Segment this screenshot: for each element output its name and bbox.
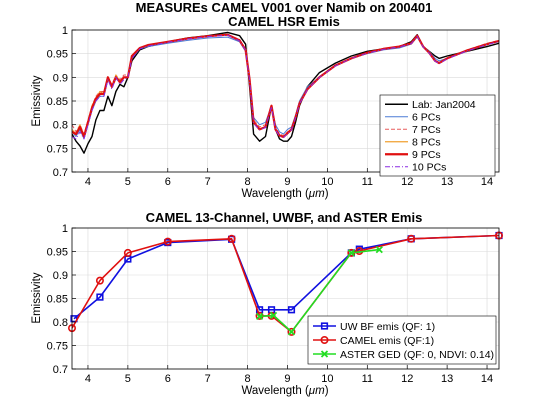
x-tick-label: 9 [284,176,290,188]
y-tick-label: 0.8 [53,120,68,132]
top-chart: CAMEL HSR Emis 4 5 6 7 8 9 10 11 12 13 14 0.7 0.75 0.… [31,14,500,200]
series-line-5 [72,34,499,140]
top-ylabel: Emissivity [31,75,43,126]
x-tick-label: 6 [165,373,171,385]
legend-label: 7 PCs [412,124,441,136]
data-point [255,312,264,320]
legend-label: ASTER GED (QF: 0, NDVI: 0.14) [340,349,494,361]
data-point [96,293,104,301]
bottom-chart: CAMEL 13-Channel, UWBF, and ASTER Emis 4… [31,210,503,397]
y-tick-label: 1 [62,223,68,235]
x-tick-label: 4 [85,176,91,188]
x-tick-label: 14 [481,176,493,188]
data-point [123,248,132,257]
x-tick-label: 5 [125,176,131,188]
y-tick-label: 0.8 [53,317,68,329]
x-tick-label: 12 [401,176,413,188]
x-tick-label: 7 [205,176,211,188]
y-tick-label: 0.7 [53,364,68,376]
y-tick-label: 0.7 [53,167,68,179]
top-chart-title: CAMEL HSR Emis [228,14,340,29]
legend-label: 9 PCs [412,149,441,161]
data-point [227,234,236,243]
data-point [287,306,296,314]
y-tick-label: 1 [62,25,68,37]
legend-label: 6 PCs [412,112,441,124]
legend-label: 10 PCs [412,162,446,174]
data-point [287,327,296,336]
bottom-chart-title: CAMEL 13-Channel, UWBF, and ASTER Emis [146,210,423,225]
legend-marker [320,350,329,358]
y-tick-label: 0.75 [47,341,68,353]
data-point [407,234,416,243]
data-point [269,311,278,320]
x-tick-label: 11 [362,373,373,385]
bottom-ylabel: Emissivity [31,272,43,323]
y-tick-label: 0.75 [47,143,68,155]
legend-box [307,315,497,365]
x-tick-label: 12 [401,373,413,385]
x-tick-label: 11 [362,176,373,188]
x-tick-label: 6 [165,176,171,188]
bottom-xlabel: Wavelength (μm) [241,385,328,397]
figure-title: MEASUREs CAMEL V001 over Namib on 200401 [136,0,433,15]
data-point [287,328,296,336]
y-tick-label: 0.95 [47,49,68,61]
legend-box [379,94,496,177]
y-tick-label: 0.9 [53,270,68,282]
y-tick-label: 0.9 [53,72,68,84]
x-tick-label: 7 [205,373,211,385]
x-tick-label: 10 [321,373,333,385]
bottom-legend: UW BF emis (QF: 1) CAMEL emis (QF:1) ASTER… [307,315,497,365]
x-tick-label: 5 [125,373,131,385]
x-tick-label: 8 [245,176,251,188]
y-tick-label: 0.95 [47,247,68,259]
y-tick-label: 0.85 [47,294,68,306]
data-point [163,237,172,246]
legend-marker [320,335,329,344]
x-tick-label: 4 [85,373,91,385]
legend-label: 8 PCs [412,137,441,149]
top-xlabel: Wavelength (μm) [241,188,328,200]
legend-label: UW BF emis (QF: 1) [340,321,435,333]
x-tick-label: 9 [284,373,290,385]
series-line-0 [73,234,499,320]
x-tick-label: 13 [441,176,453,188]
legend-label: CAMEL emis (QF:1) [340,335,434,347]
data-point [347,249,355,257]
legend-marker [320,322,329,330]
x-tick-label: 13 [441,373,453,385]
legend-label: Lab: Jan2004 [412,99,476,111]
x-tick-label: 10 [321,176,333,188]
data-point [375,245,383,254]
data-point [95,276,104,285]
x-tick-label: 14 [481,373,493,385]
x-tick-label: 8 [245,373,251,385]
y-tick-label: 0.85 [47,96,68,108]
